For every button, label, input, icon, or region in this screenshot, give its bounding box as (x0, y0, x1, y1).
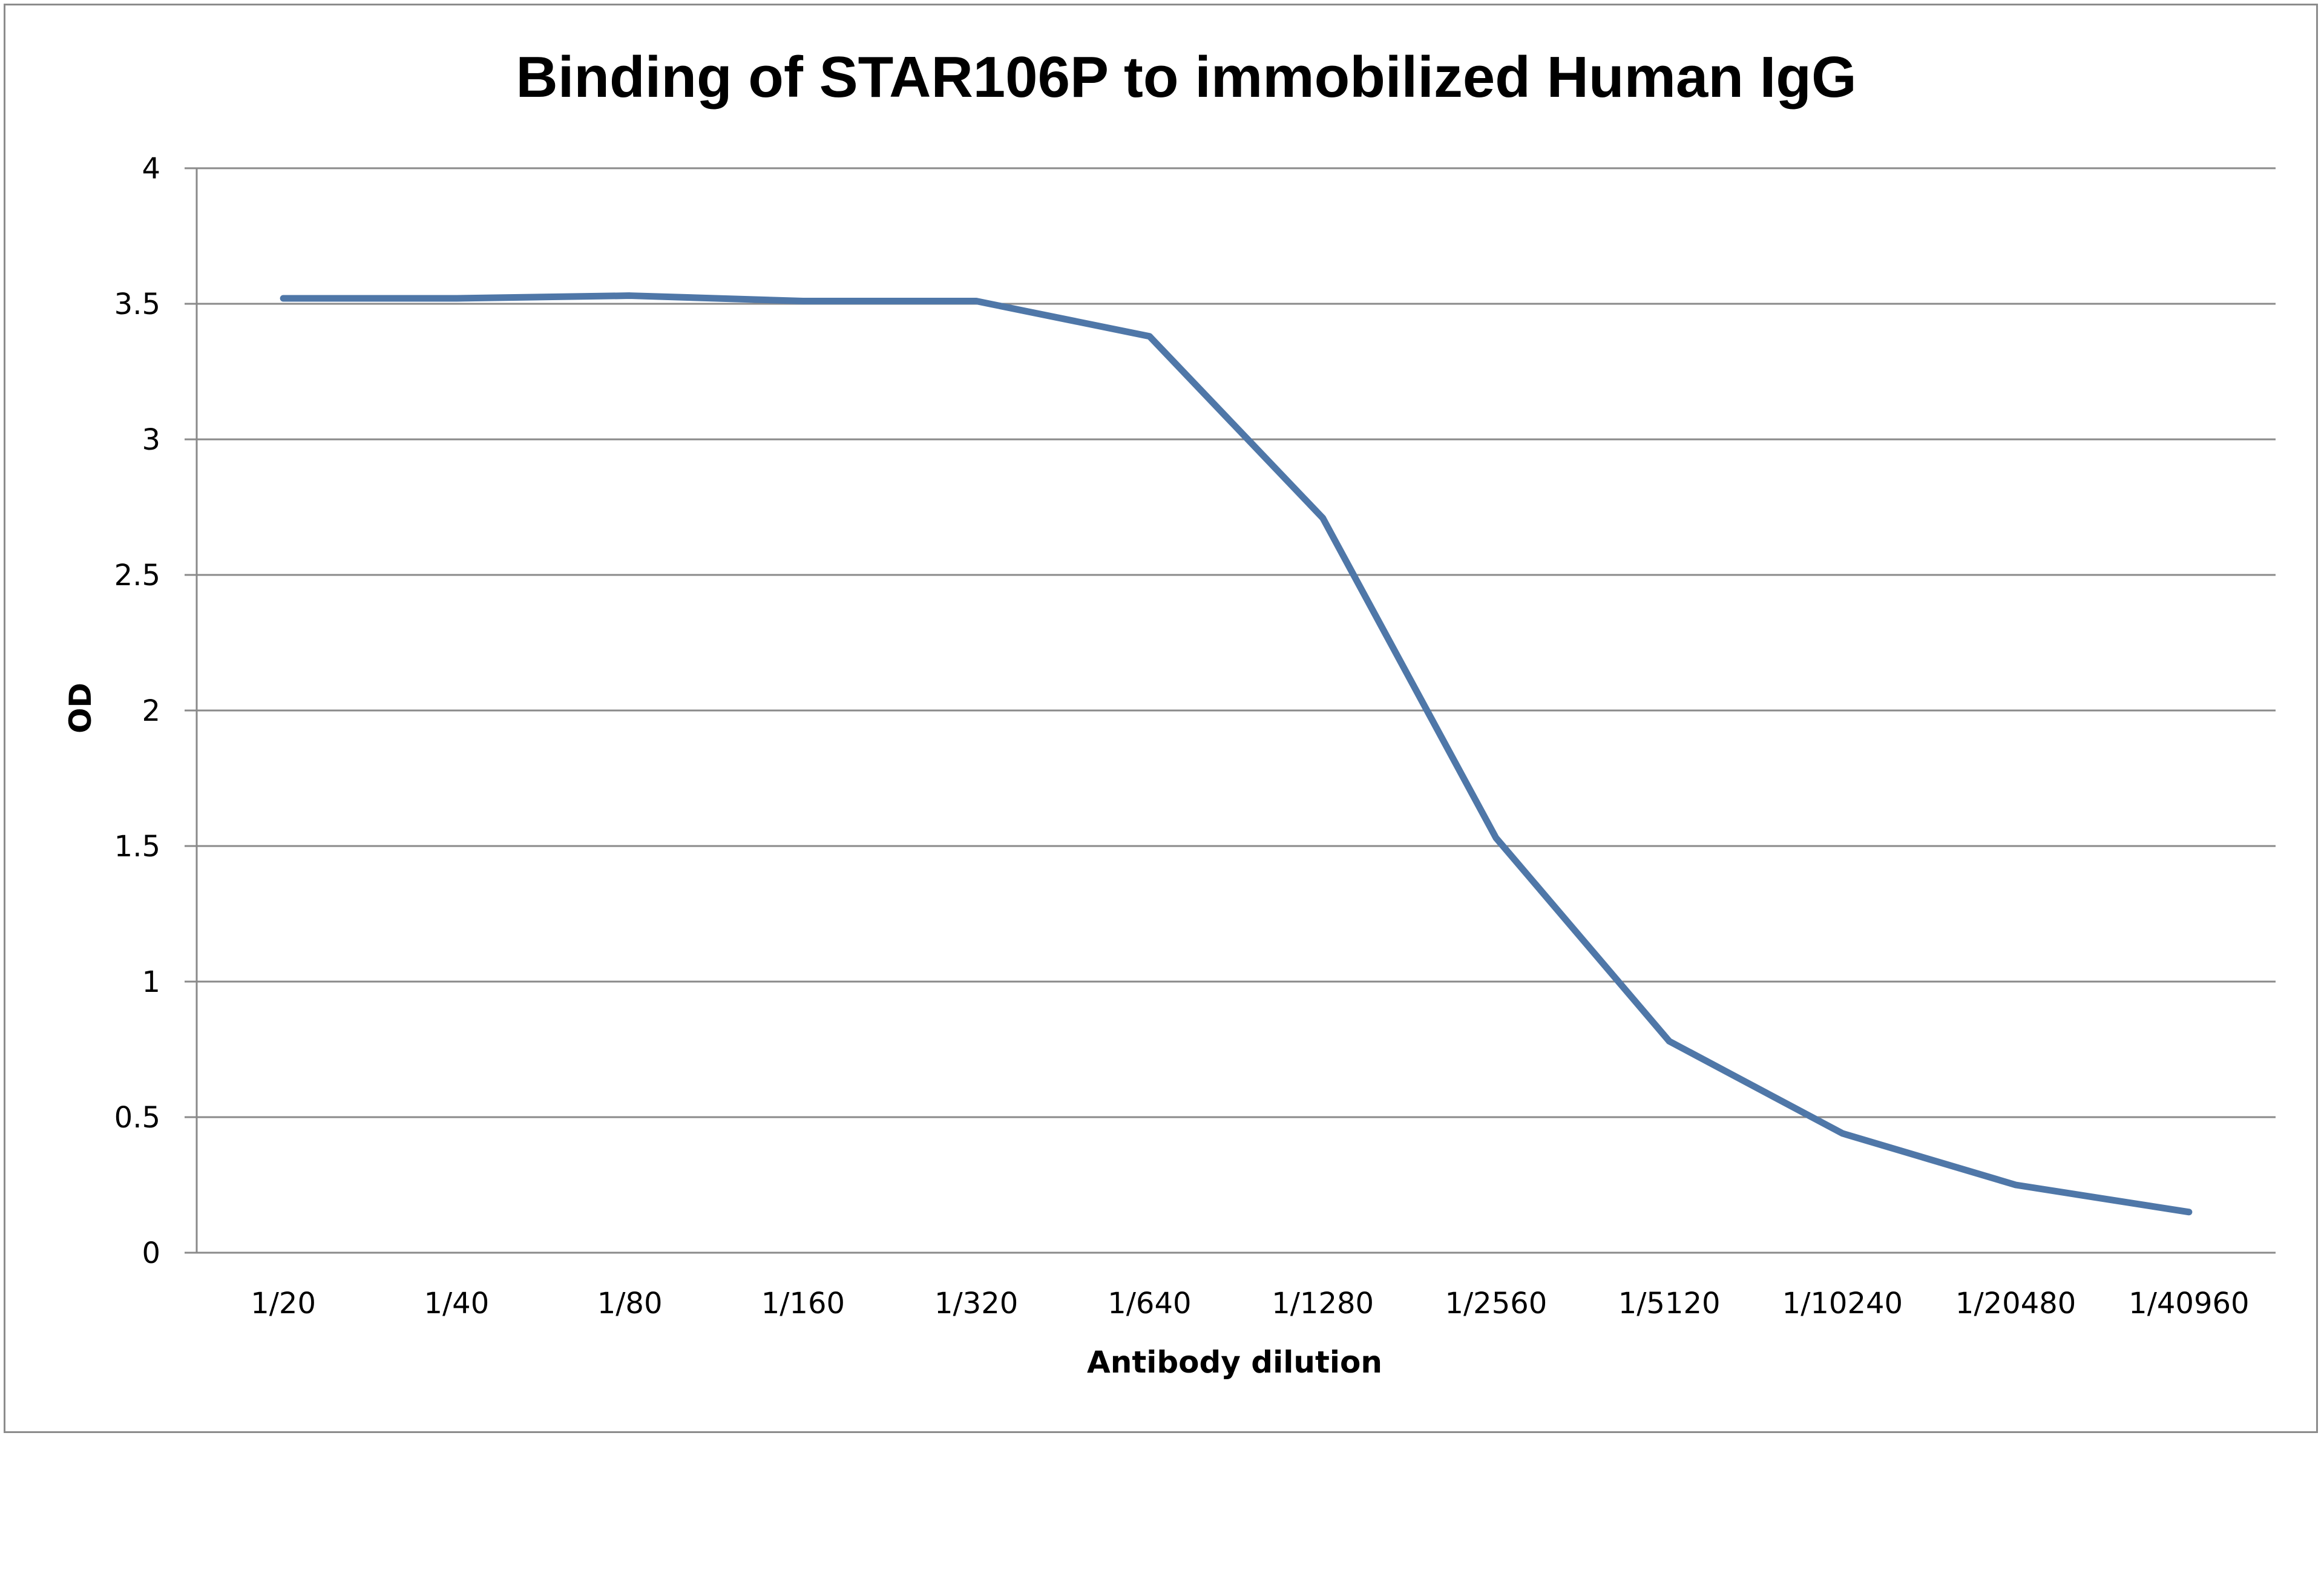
data-point (1319, 514, 1326, 521)
x-axis-title: Antibody dilution (1087, 1345, 1382, 1380)
series-line (280, 292, 2193, 1216)
y-tick-label: 3 (142, 423, 160, 457)
y-tick-label: 0.5 (114, 1101, 160, 1135)
axes (185, 167, 2276, 1254)
data-point (1839, 1130, 1846, 1137)
y-tick-label: 2 (142, 694, 160, 728)
y-tick-label: 2.5 (114, 559, 160, 592)
x-tick-label: 1/5120 (1618, 1287, 1721, 1320)
series-layer (280, 292, 2193, 1216)
data-point (973, 298, 980, 304)
x-tick-label: 1/640 (1108, 1287, 1191, 1320)
data-point (626, 292, 633, 299)
x-tick-label: 1/40960 (2129, 1287, 2249, 1320)
y-tick-label: 3.5 (114, 287, 160, 321)
data-point (453, 295, 460, 302)
y-tick-label: 0 (142, 1236, 160, 1270)
x-tick-label: 1/10240 (1782, 1287, 1903, 1320)
x-tick-label: 1/80 (597, 1287, 663, 1320)
data-point (280, 295, 287, 302)
data-point (2185, 1209, 2192, 1215)
y-tick-label: 1 (142, 965, 160, 999)
data-point (1492, 835, 1499, 841)
x-tick-label: 1/2560 (1445, 1287, 1547, 1320)
x-tick-labels: 1/20 1/40 1/80 1/160 1/320 1/640 1/1280 1/2560 1… (251, 1287, 2249, 1320)
data-point (799, 298, 806, 304)
x-tick-label: 1/1280 (1272, 1287, 1374, 1320)
x-tick-label: 1/40 (424, 1287, 489, 1320)
x-tick-label: 1/320 (934, 1287, 1018, 1320)
y-tick-label: 4 (142, 152, 160, 186)
y-axis-title: OD (63, 683, 98, 733)
data-point (1666, 1038, 1673, 1045)
x-tick-label: 1/20 (251, 1287, 316, 1320)
x-tick-label: 1/160 (761, 1287, 845, 1320)
y-tick-label: 1.5 (114, 830, 160, 864)
gridlines (197, 167, 2276, 1118)
chart-title: Binding of STAR106P to immobilized Human… (516, 45, 1856, 110)
x-tick-label: 1/20480 (1955, 1287, 2076, 1320)
data-point (2012, 1182, 2019, 1188)
data-point (1146, 333, 1153, 340)
y-tick-labels: 0 0.5 1 1.5 2 2.5 3 3.5 4 (114, 152, 160, 1270)
chart-frame (4, 4, 2318, 1433)
